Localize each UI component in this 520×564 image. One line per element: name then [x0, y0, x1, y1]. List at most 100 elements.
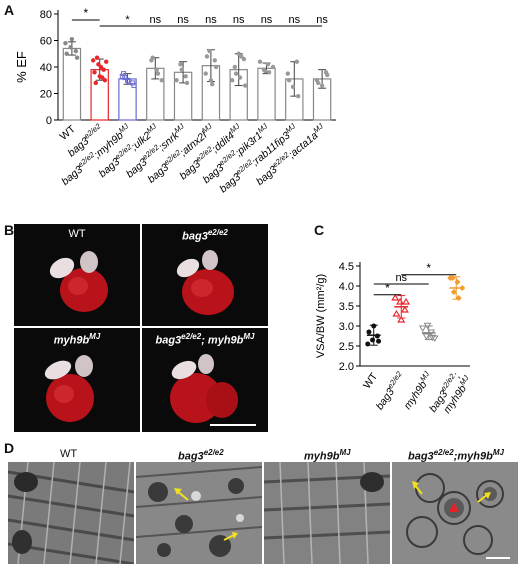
data-point: [104, 59, 109, 64]
panel-b-letter: B: [4, 222, 15, 238]
data-point: [230, 78, 235, 83]
em-image-myh9b: [264, 462, 390, 564]
heart-photo-bag3: bag3e2/e2: [142, 224, 268, 326]
data-point: [91, 58, 96, 63]
data-point: [63, 40, 68, 46]
data-point: [178, 62, 183, 67]
data-point: [454, 279, 461, 285]
sig-label: ns: [205, 14, 217, 26]
data-point: [125, 77, 130, 83]
data-point: [155, 71, 161, 76]
sig-label: ns: [149, 14, 161, 26]
y-axis-label: % EF: [14, 51, 29, 83]
data-point: [401, 297, 411, 305]
data-point: [428, 334, 437, 342]
data-point: [397, 315, 406, 323]
data-point: [374, 333, 380, 339]
data-point: [93, 80, 99, 86]
data-point: [270, 64, 276, 70]
sig-label: ns: [261, 14, 273, 26]
sig-label: ns: [288, 14, 300, 26]
data-point: [207, 48, 212, 54]
data-point: [286, 78, 292, 83]
data-point: [122, 75, 128, 81]
data-point: [418, 325, 427, 332]
data-point: [319, 83, 325, 88]
data-point: [184, 80, 190, 86]
data-point: [100, 75, 105, 80]
y-tick-label: 3.5: [339, 301, 354, 313]
data-point: [154, 67, 159, 72]
caption-myh9b: myh9bMJ: [53, 332, 101, 347]
sig-label: ns: [233, 14, 245, 26]
data-point: [68, 44, 73, 50]
data-point: [370, 337, 376, 343]
caption-double: bag3e2/e2; myh9bMJ: [155, 332, 255, 347]
data-point: [237, 75, 243, 80]
data-point: [422, 333, 431, 340]
data-point: [159, 78, 164, 83]
data-point: [98, 64, 104, 70]
x-tick-label: WT: [361, 370, 381, 391]
y-tick-label: 2.0: [339, 361, 354, 373]
data-point: [212, 58, 217, 63]
y-tick-label: 80: [40, 9, 52, 21]
data-point: [447, 275, 454, 281]
data-point: [208, 78, 214, 83]
data-point: [232, 64, 237, 70]
scale-bar: [210, 424, 256, 426]
em-image-bag3: [136, 462, 262, 564]
data-point: [203, 71, 208, 76]
data-point: [179, 67, 184, 72]
heart-photo-double: bag3e2/e2; myh9bMJ: [142, 328, 268, 432]
data-point: [119, 73, 125, 79]
em-image-wt: [8, 462, 134, 564]
data-point: [294, 59, 300, 64]
data-point: [392, 309, 401, 317]
y-tick-label: 2.5: [339, 341, 354, 353]
data-point: [376, 338, 382, 344]
panel-c-letter: C: [314, 222, 325, 238]
heart-photo-myh9b: myh9bMJ: [14, 328, 140, 432]
data-point: [174, 78, 179, 83]
data-point: [64, 51, 69, 56]
data-point: [285, 71, 290, 76]
sig-label: *: [385, 281, 390, 295]
data-point: [395, 297, 405, 305]
y-tick-label: 20: [40, 89, 52, 101]
data-point: [126, 79, 132, 85]
em-caption-wt: WT: [60, 448, 78, 460]
data-point: [239, 54, 244, 59]
data-point: [371, 323, 377, 329]
heart-image: [49, 251, 108, 312]
caption-wt: WT: [68, 228, 86, 240]
data-point: [204, 54, 210, 59]
data-point: [263, 68, 268, 74]
data-point: [365, 341, 371, 347]
sig-label: *: [426, 261, 431, 275]
em-caption-double: bag3e2/e2;myh9bMJ: [408, 448, 504, 463]
panel-d-letter: D: [4, 440, 15, 456]
sig-label: ns: [316, 14, 328, 26]
data-point: [69, 36, 75, 42]
heart-image: [176, 250, 234, 315]
data-point: [243, 83, 248, 88]
data-point: [94, 55, 100, 60]
data-point: [266, 70, 272, 75]
data-point: [150, 55, 155, 60]
sig-label: ns: [177, 14, 189, 26]
bar: [257, 67, 276, 121]
caption-bag3: bag3e2/e2: [182, 228, 228, 243]
data-point: [325, 72, 330, 78]
heart-photo-grid: WT bag3e2/e2 myh9bMJ bag3e2/e2; myh9bMJ: [14, 224, 268, 432]
em-image-double: [392, 462, 518, 564]
data-point: [366, 329, 372, 335]
data-point: [459, 285, 466, 291]
data-point: [450, 289, 457, 295]
data-point: [296, 93, 301, 99]
data-point: [257, 59, 263, 64]
data-point: [213, 64, 219, 70]
panel-a-letter: A: [4, 2, 15, 18]
data-point: [210, 82, 215, 87]
